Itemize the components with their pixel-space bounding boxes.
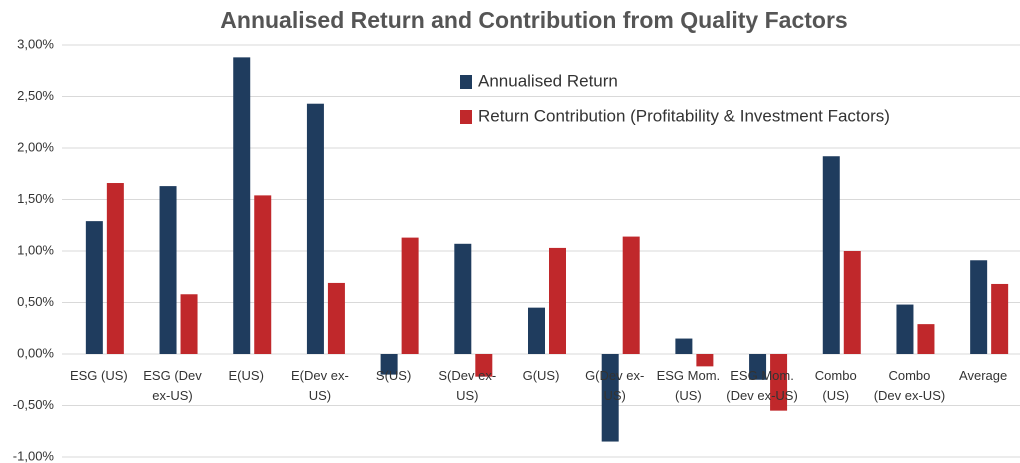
- x-tick-label: S(Dev ex-US): [438, 368, 497, 403]
- x-tick-label: Combo (US): [814, 368, 857, 403]
- bar: [475, 354, 493, 377]
- x-tick-label: Average: [959, 368, 1008, 383]
- x-tick-label: E(US): [228, 368, 264, 383]
- bar: [106, 183, 124, 354]
- bar: [327, 282, 345, 354]
- x-tick-label: S(US): [375, 368, 412, 383]
- bar: [380, 354, 398, 375]
- bar: [254, 195, 272, 354]
- bar: [970, 260, 988, 354]
- x-tick-label: G(Dev ex-US): [585, 368, 645, 403]
- bar: [180, 294, 198, 354]
- bar: [749, 354, 767, 380]
- x-tick-label: Combo (Dev ex-US): [873, 368, 946, 403]
- bar: [675, 338, 693, 354]
- bar: [843, 251, 861, 354]
- chart-title: Annualised Return and Contribution from …: [220, 7, 847, 33]
- bar: [454, 243, 472, 354]
- y-tick-label: -1,00%: [13, 448, 55, 463]
- legend-swatch: [460, 75, 472, 89]
- bar: [159, 186, 177, 354]
- y-tick-label: 1,00%: [17, 242, 54, 257]
- x-tick-label: ESG (Dev ex-US): [143, 368, 202, 403]
- x-tick-label: ESG (US): [69, 368, 128, 383]
- legend-swatch: [460, 110, 472, 124]
- bar: [401, 237, 419, 354]
- bar: [306, 103, 324, 355]
- bar: [549, 247, 566, 354]
- x-tick-label: E(Dev ex-US): [291, 368, 349, 403]
- bar: [917, 324, 935, 354]
- y-tick-label: 0,50%: [17, 294, 54, 309]
- y-tick-label: 2,50%: [17, 88, 54, 103]
- y-tick-label: 2,00%: [17, 139, 54, 154]
- bar: [770, 354, 788, 411]
- y-tick-label: 1,50%: [17, 191, 54, 206]
- bar: [896, 304, 914, 354]
- bar: [528, 307, 545, 354]
- y-tick-label: 3,00%: [17, 36, 54, 51]
- x-tick-label: ESG Mom. (US): [656, 368, 721, 403]
- bar: [622, 236, 640, 354]
- bar: [85, 221, 103, 354]
- legend-label: Annualised Return: [478, 71, 618, 90]
- x-tick-label: ESG Mom. (Dev ex-US): [726, 368, 798, 403]
- x-tick-label: G(US): [522, 368, 560, 383]
- bar: [233, 57, 251, 355]
- bar: [991, 283, 1009, 354]
- bar: [696, 354, 714, 367]
- legend-label: Return Contribution (Profitability & Inv…: [478, 106, 890, 125]
- bar: [601, 354, 619, 442]
- bar: [822, 156, 840, 354]
- y-tick-label: 0,00%: [17, 345, 54, 360]
- y-tick-label: -0,50%: [13, 397, 55, 412]
